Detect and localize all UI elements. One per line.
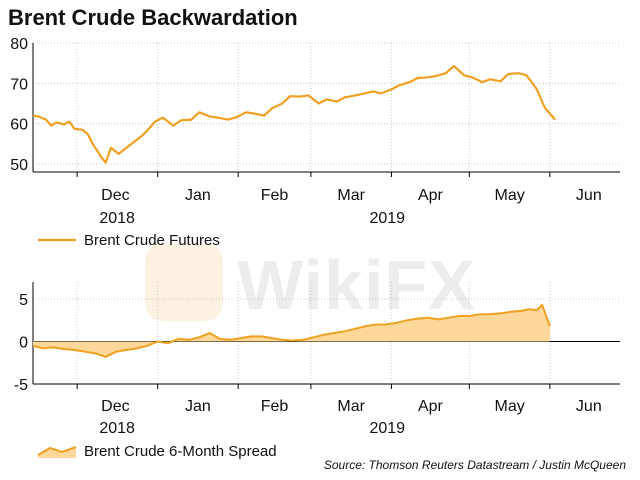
x-tick-label: Dec [101, 398, 129, 415]
year-label: 2018 [99, 420, 135, 437]
year-label: 2019 [369, 210, 405, 227]
x-tick-label: Apr [418, 398, 444, 415]
x-tick-label: Feb [261, 398, 289, 415]
futures-line [32, 64, 556, 164]
year-label: 2018 [99, 210, 135, 227]
y-tick-label: -5 [14, 377, 28, 394]
x-tick-label: Jan [185, 398, 211, 415]
legend-label: Brent Crude 6-Month Spread [84, 443, 277, 460]
y-tick-label: 60 [10, 117, 28, 134]
x-tick-label: Dec [101, 187, 129, 204]
x-tick-label: Apr [418, 187, 444, 204]
y-tick-label: 5 [19, 292, 28, 309]
x-tick-label: Feb [261, 187, 289, 204]
legend-label: Brent Crude Futures [84, 232, 220, 249]
x-tick-label: May [494, 398, 524, 415]
x-tick-label: Jun [576, 187, 602, 204]
legend-line-swatch [37, 446, 77, 456]
y-tick-label: 50 [10, 157, 28, 174]
y-tick-label: 80 [10, 36, 28, 53]
x-tick-label: Mar [337, 398, 365, 415]
y-tick-label: 70 [10, 76, 28, 93]
year-label: 2019 [369, 420, 405, 437]
x-tick-label: May [494, 187, 524, 204]
x-tick-label: Jun [576, 398, 602, 415]
spread-line [32, 303, 551, 358]
chart-title: Brent Crude Backwardation [8, 5, 298, 30]
x-tick-label: Mar [337, 187, 365, 204]
spread-area [33, 304, 550, 357]
y-tick-label: 0 [19, 335, 28, 352]
source-note: Source: Thomson Reuters Datastream / Jus… [323, 458, 626, 472]
x-tick-label: Jan [185, 187, 211, 204]
